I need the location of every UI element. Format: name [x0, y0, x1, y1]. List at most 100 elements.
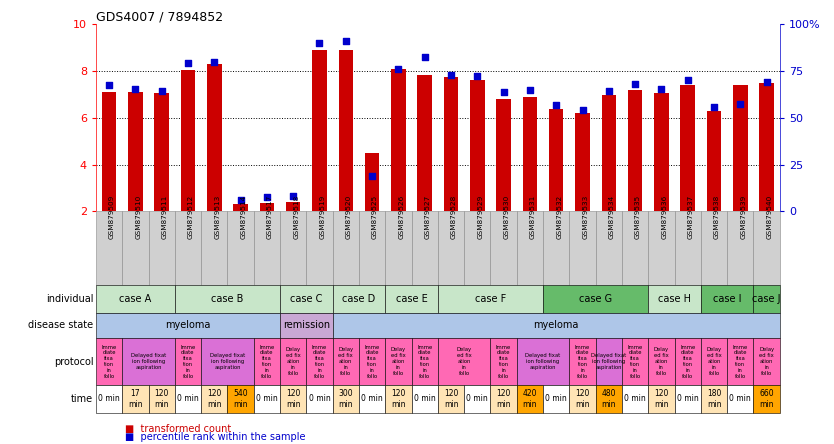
Text: case H: case H	[658, 294, 691, 304]
Text: Imme
diate
fixa
tion
in
follo: Imme diate fixa tion in follo	[496, 345, 511, 379]
Point	[234, 196, 247, 203]
FancyBboxPatch shape	[175, 211, 201, 285]
Text: Imme
diate
fixa
tion
in
follo: Imme diate fixa tion in follo	[364, 345, 379, 379]
Text: Delay
ed fix
ation
in
follo: Delay ed fix ation in follo	[285, 347, 301, 376]
FancyBboxPatch shape	[333, 285, 385, 313]
FancyBboxPatch shape	[570, 338, 595, 385]
Text: GDS4007 / 7894852: GDS4007 / 7894852	[96, 10, 223, 23]
Text: GSM879526: GSM879526	[399, 195, 404, 239]
Text: 0 min: 0 min	[177, 394, 198, 404]
Bar	[733, 85, 747, 211]
Text: GSM879539: GSM879539	[741, 195, 746, 239]
Text: Imme
diate
fixa
tion
in
follo: Imme diate fixa tion in follo	[102, 345, 117, 379]
FancyBboxPatch shape	[675, 385, 701, 413]
FancyBboxPatch shape	[517, 338, 570, 385]
Text: GSM879513: GSM879513	[214, 195, 220, 239]
Point	[707, 104, 721, 111]
Text: Imme
diate
fixa
tion
in
follo: Imme diate fixa tion in follo	[180, 345, 196, 379]
Text: GSM879525: GSM879525	[372, 195, 378, 239]
FancyBboxPatch shape	[333, 338, 359, 385]
Text: 0 min: 0 min	[677, 394, 699, 404]
Bar	[154, 93, 169, 211]
FancyBboxPatch shape	[465, 211, 490, 285]
Bar	[575, 113, 590, 211]
Text: 0 min: 0 min	[98, 394, 120, 404]
Bar	[181, 70, 195, 211]
Point	[155, 87, 168, 95]
Point	[629, 80, 642, 87]
Text: case D: case D	[342, 294, 375, 304]
FancyBboxPatch shape	[228, 211, 254, 285]
Text: 0 min: 0 min	[545, 394, 567, 404]
FancyBboxPatch shape	[648, 211, 675, 285]
Text: ■  percentile rank within the sample: ■ percentile rank within the sample	[125, 432, 305, 442]
Text: 0 min: 0 min	[361, 394, 383, 404]
FancyBboxPatch shape	[148, 385, 175, 413]
Text: Delay
ed fix
ation
in
follo: Delay ed fix ation in follo	[391, 347, 406, 376]
FancyBboxPatch shape	[595, 211, 622, 285]
Point	[339, 37, 353, 44]
Text: 120
min: 120 min	[496, 389, 511, 408]
FancyBboxPatch shape	[411, 338, 438, 385]
Text: GSM879514: GSM879514	[240, 195, 247, 239]
Text: GSM879530: GSM879530	[504, 195, 510, 239]
FancyBboxPatch shape	[148, 211, 175, 285]
FancyBboxPatch shape	[123, 211, 148, 285]
FancyBboxPatch shape	[333, 211, 359, 285]
Text: GSM879511: GSM879511	[162, 195, 168, 239]
Point	[128, 85, 142, 92]
Bar	[654, 93, 669, 211]
Text: 300
min: 300 min	[339, 389, 353, 408]
Text: GSM879536: GSM879536	[661, 195, 667, 239]
Text: case E: case E	[395, 294, 427, 304]
Bar	[234, 204, 248, 211]
FancyBboxPatch shape	[175, 285, 280, 313]
Point	[681, 77, 695, 84]
Bar	[706, 111, 721, 211]
Text: GSM879518: GSM879518	[294, 195, 299, 239]
Bar	[128, 92, 143, 211]
Text: Delay
ed fix
ation
in
follo: Delay ed fix ation in follo	[706, 347, 721, 376]
Point	[550, 102, 563, 109]
Text: case G: case G	[579, 294, 612, 304]
FancyBboxPatch shape	[385, 338, 411, 385]
FancyBboxPatch shape	[517, 385, 543, 413]
Text: GSM879534: GSM879534	[609, 195, 615, 239]
Point	[734, 100, 747, 107]
FancyBboxPatch shape	[411, 211, 438, 285]
FancyBboxPatch shape	[280, 285, 333, 313]
Text: 0 min: 0 min	[256, 394, 278, 404]
FancyBboxPatch shape	[96, 285, 175, 313]
FancyBboxPatch shape	[306, 385, 333, 413]
FancyBboxPatch shape	[385, 385, 411, 413]
Text: GSM879517: GSM879517	[267, 195, 273, 239]
Point	[181, 59, 194, 67]
FancyBboxPatch shape	[333, 313, 780, 338]
Point	[208, 58, 221, 65]
FancyBboxPatch shape	[201, 385, 228, 413]
Text: protocol: protocol	[53, 357, 93, 366]
FancyBboxPatch shape	[622, 211, 648, 285]
FancyBboxPatch shape	[96, 338, 123, 385]
Bar	[470, 80, 485, 211]
Text: Delayed fixat
ion following
aspiration: Delayed fixat ion following aspiration	[131, 353, 166, 370]
Text: 120
min: 120 min	[444, 389, 458, 408]
Text: 120
min: 120 min	[391, 389, 405, 408]
FancyBboxPatch shape	[701, 285, 753, 313]
Bar	[628, 90, 642, 211]
FancyBboxPatch shape	[411, 385, 438, 413]
Text: 0 min: 0 min	[624, 394, 646, 404]
FancyBboxPatch shape	[123, 385, 148, 413]
FancyBboxPatch shape	[648, 338, 675, 385]
Text: Delayed fixat
ion following
aspiration: Delayed fixat ion following aspiration	[525, 353, 560, 370]
FancyBboxPatch shape	[543, 285, 648, 313]
Text: individual: individual	[46, 294, 93, 304]
FancyBboxPatch shape	[753, 338, 780, 385]
Point	[575, 106, 589, 113]
FancyBboxPatch shape	[228, 385, 254, 413]
Text: GSM879519: GSM879519	[319, 195, 325, 239]
Text: 180
min: 180 min	[706, 389, 721, 408]
FancyBboxPatch shape	[517, 211, 543, 285]
FancyBboxPatch shape	[385, 285, 438, 313]
FancyBboxPatch shape	[727, 211, 753, 285]
